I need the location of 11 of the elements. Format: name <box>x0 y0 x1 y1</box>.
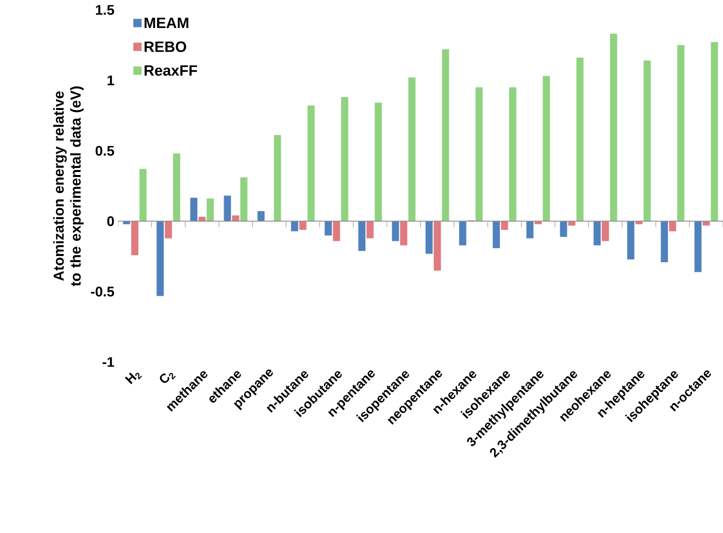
y-tick-label: 1 <box>108 76 114 86</box>
x-tick-label: H$_{2}$ <box>124 372 142 384</box>
legend-label: MEAM <box>144 18 188 28</box>
y-tick-label: 0.5 <box>96 146 114 156</box>
y-tick-label: 1.5 <box>96 5 114 15</box>
y-tick-label: -1 <box>102 357 114 367</box>
legend-label: REBO <box>144 41 186 52</box>
legend-label: ReaxFF <box>144 65 198 76</box>
y-tick-label: 0 <box>107 216 114 226</box>
y-tick-label: -0.5 <box>90 286 114 297</box>
y-axis-title: Atomization energy relative to the experimental data (eV) <box>53 86 84 286</box>
